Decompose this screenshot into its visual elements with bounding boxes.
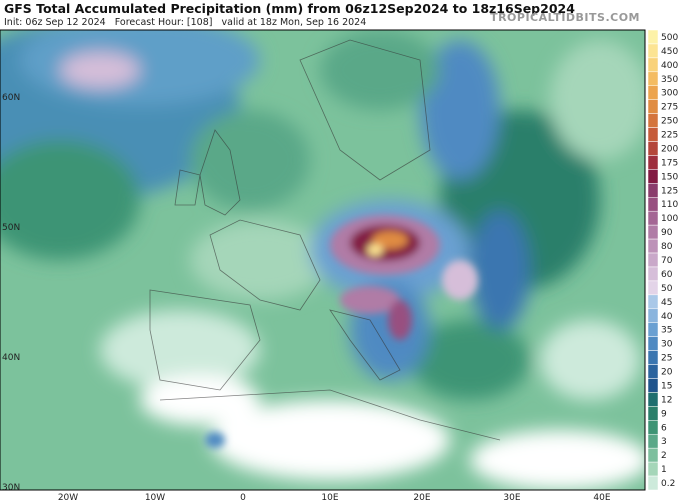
colorbar-cell bbox=[647, 252, 659, 268]
lon-label: 30E bbox=[503, 493, 520, 503]
colorbar-cell bbox=[647, 99, 659, 114]
map-frame bbox=[0, 29, 646, 491]
colorbar-cell bbox=[647, 85, 659, 100]
colorbar-cell bbox=[647, 224, 659, 240]
colorbar-label: 0.2 bbox=[661, 479, 675, 489]
colorbar-cell bbox=[647, 447, 659, 463]
colorbar-label: 50 bbox=[661, 284, 673, 294]
colorbar-label: 40 bbox=[661, 312, 673, 322]
colorbar-label: 150 bbox=[661, 172, 678, 182]
colorbar-cell bbox=[647, 475, 659, 491]
colorbar-cell bbox=[647, 113, 659, 128]
coastlines bbox=[149, 39, 501, 441]
colorbar-label: 250 bbox=[661, 117, 678, 127]
colorbar-label: 350 bbox=[661, 75, 678, 85]
colorbar-label: 110 bbox=[661, 200, 678, 210]
colorbar-cell bbox=[647, 420, 659, 435]
colorbar-label: 400 bbox=[661, 61, 678, 71]
colorbar-cell bbox=[647, 210, 659, 226]
colorbar-cell bbox=[647, 29, 659, 45]
colorbar-cell bbox=[647, 280, 659, 296]
lon-label: 10E bbox=[321, 493, 338, 503]
colorbar-cell bbox=[647, 183, 659, 198]
colorbar-label: 35 bbox=[661, 326, 672, 336]
lon-label: 10W bbox=[145, 493, 165, 503]
colorbar-cell bbox=[647, 406, 659, 421]
colorbar-label: 450 bbox=[661, 47, 678, 57]
colorbar-label: 100 bbox=[661, 214, 678, 224]
colorbar-label: 12 bbox=[661, 395, 672, 405]
colorbar-cell bbox=[647, 336, 659, 351]
colorbar-cell bbox=[647, 57, 659, 73]
colorbar-label: 3 bbox=[661, 437, 667, 447]
colorbar-label: 275 bbox=[661, 103, 678, 113]
colorbar-label: 500 bbox=[661, 33, 678, 43]
colorbar-label: 9 bbox=[661, 409, 667, 419]
colorbar-cell bbox=[647, 197, 659, 212]
colorbar-label: 45 bbox=[661, 298, 672, 308]
colorbar-label: 15 bbox=[661, 381, 672, 391]
lat-label: 60N bbox=[2, 93, 20, 103]
precip-field bbox=[0, 30, 645, 490]
colorbar-cell bbox=[647, 308, 659, 323]
lon-label: 20W bbox=[58, 493, 78, 503]
colorbar-cell bbox=[647, 43, 659, 59]
colorbar-cell bbox=[647, 350, 659, 365]
title: GFS Total Accumulated Precipitation (mm)… bbox=[4, 1, 575, 16]
colorbar-label: 1 bbox=[661, 465, 667, 475]
colorbar-label: 30 bbox=[661, 340, 673, 350]
colorbar-label: 60 bbox=[661, 270, 673, 280]
lat-label: 50N bbox=[2, 223, 20, 233]
colorbar-label: 225 bbox=[661, 131, 678, 141]
subtitle: Init: 06z Sep 12 2024 Forecast Hour: [10… bbox=[4, 17, 367, 28]
colorbar-cell bbox=[647, 322, 659, 337]
lat-label: 40N bbox=[2, 353, 20, 363]
colorbar-label: 6 bbox=[661, 423, 667, 433]
colorbar-label: 25 bbox=[661, 354, 672, 364]
colorbar-label: 200 bbox=[661, 144, 678, 154]
lon-label: 0 bbox=[240, 493, 246, 503]
lon-label: 20E bbox=[413, 493, 430, 503]
colorbar-label: 2 bbox=[661, 451, 667, 461]
colorbar-cell bbox=[647, 155, 659, 170]
colorbar-cell bbox=[647, 266, 659, 282]
colorbar-cell bbox=[647, 378, 659, 393]
colorbar-label: 300 bbox=[661, 89, 678, 99]
colorbar-label: 125 bbox=[661, 186, 678, 196]
colorbar-label: 20 bbox=[661, 368, 673, 378]
colorbar-label: 175 bbox=[661, 158, 678, 168]
colorbar-cell bbox=[647, 294, 659, 310]
colorbar-cell bbox=[647, 238, 659, 254]
lat-label: 30N bbox=[2, 483, 20, 493]
colorbar-cell bbox=[647, 461, 659, 477]
colorbar-cell bbox=[647, 127, 659, 142]
colorbar-cell bbox=[647, 433, 659, 449]
colorbar-cell bbox=[647, 169, 659, 184]
watermark: TROPICALTIDBITS.COM bbox=[490, 11, 640, 24]
colorbar-label: 80 bbox=[661, 242, 673, 252]
lon-label: 40E bbox=[593, 493, 610, 503]
colorbar-label: 90 bbox=[661, 228, 673, 238]
colorbar-cell bbox=[647, 71, 659, 87]
colorbar-cell bbox=[647, 364, 659, 379]
colorbar-cell bbox=[647, 141, 659, 156]
colorbar-label: 70 bbox=[661, 256, 673, 266]
colorbar-cell bbox=[647, 392, 659, 407]
